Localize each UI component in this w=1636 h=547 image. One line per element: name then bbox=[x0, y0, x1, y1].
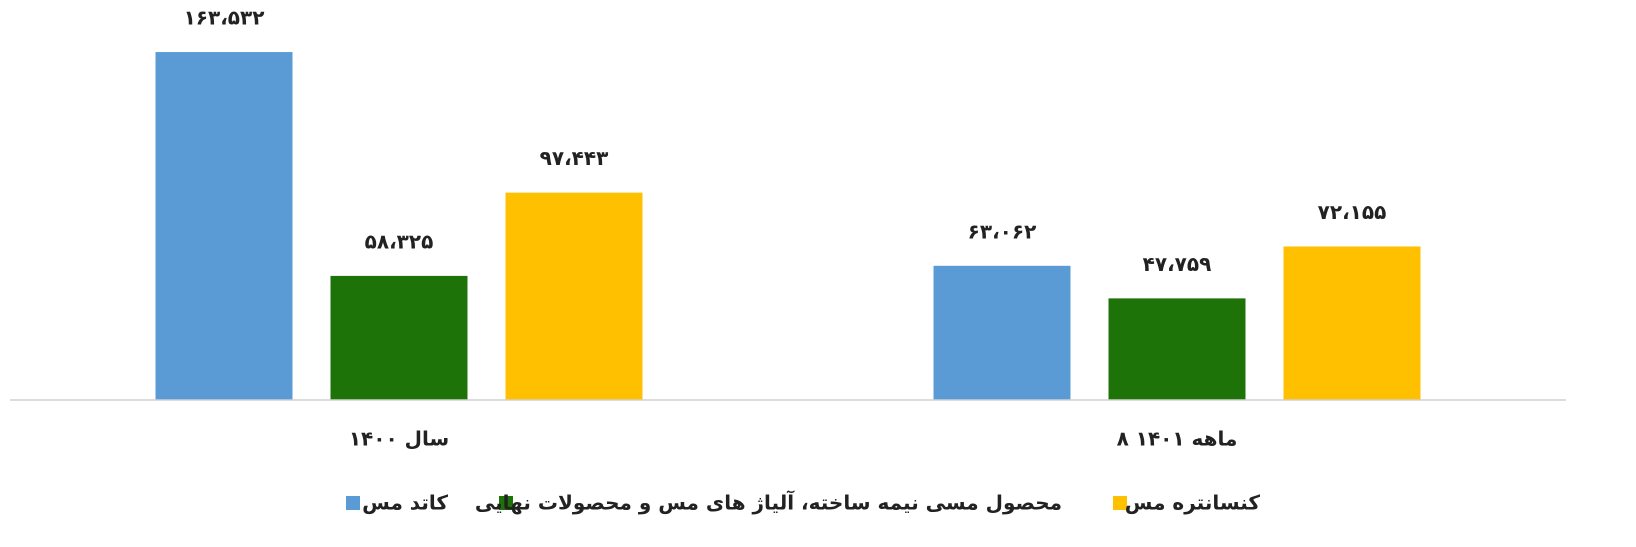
legend-swatch bbox=[1113, 496, 1127, 510]
bar bbox=[1283, 246, 1421, 400]
value-label: ۶۳،۰۶۲ bbox=[968, 219, 1037, 243]
legend-swatch bbox=[499, 496, 513, 510]
legend-label: کنسانتره مس bbox=[1125, 491, 1261, 515]
value-label: ۷۲،۱۵۵ bbox=[1318, 200, 1387, 224]
bar bbox=[1108, 298, 1246, 400]
value-label: ۹۷،۴۴۳ bbox=[540, 146, 609, 170]
legend-label: محصول مسی نیمه ساخته، آلیاژ های مس و محص… bbox=[475, 490, 1062, 515]
legend-label: کاتد مس bbox=[362, 491, 448, 515]
value-label: ۴۷،۷۵۹ bbox=[1143, 252, 1212, 276]
x-tick-label: سال ۱۴۰۰ bbox=[349, 427, 449, 451]
bar bbox=[933, 265, 1071, 400]
bar bbox=[505, 192, 643, 400]
x-tick-label: ۸ ماهه ۱۴۰۱ bbox=[1117, 427, 1238, 451]
value-label: ۱۶۳،۵۳۲ bbox=[184, 6, 265, 30]
legend-swatch bbox=[346, 496, 360, 510]
bar bbox=[155, 52, 293, 400]
bar bbox=[330, 275, 468, 400]
value-label: ۵۸،۳۲۵ bbox=[365, 229, 434, 253]
